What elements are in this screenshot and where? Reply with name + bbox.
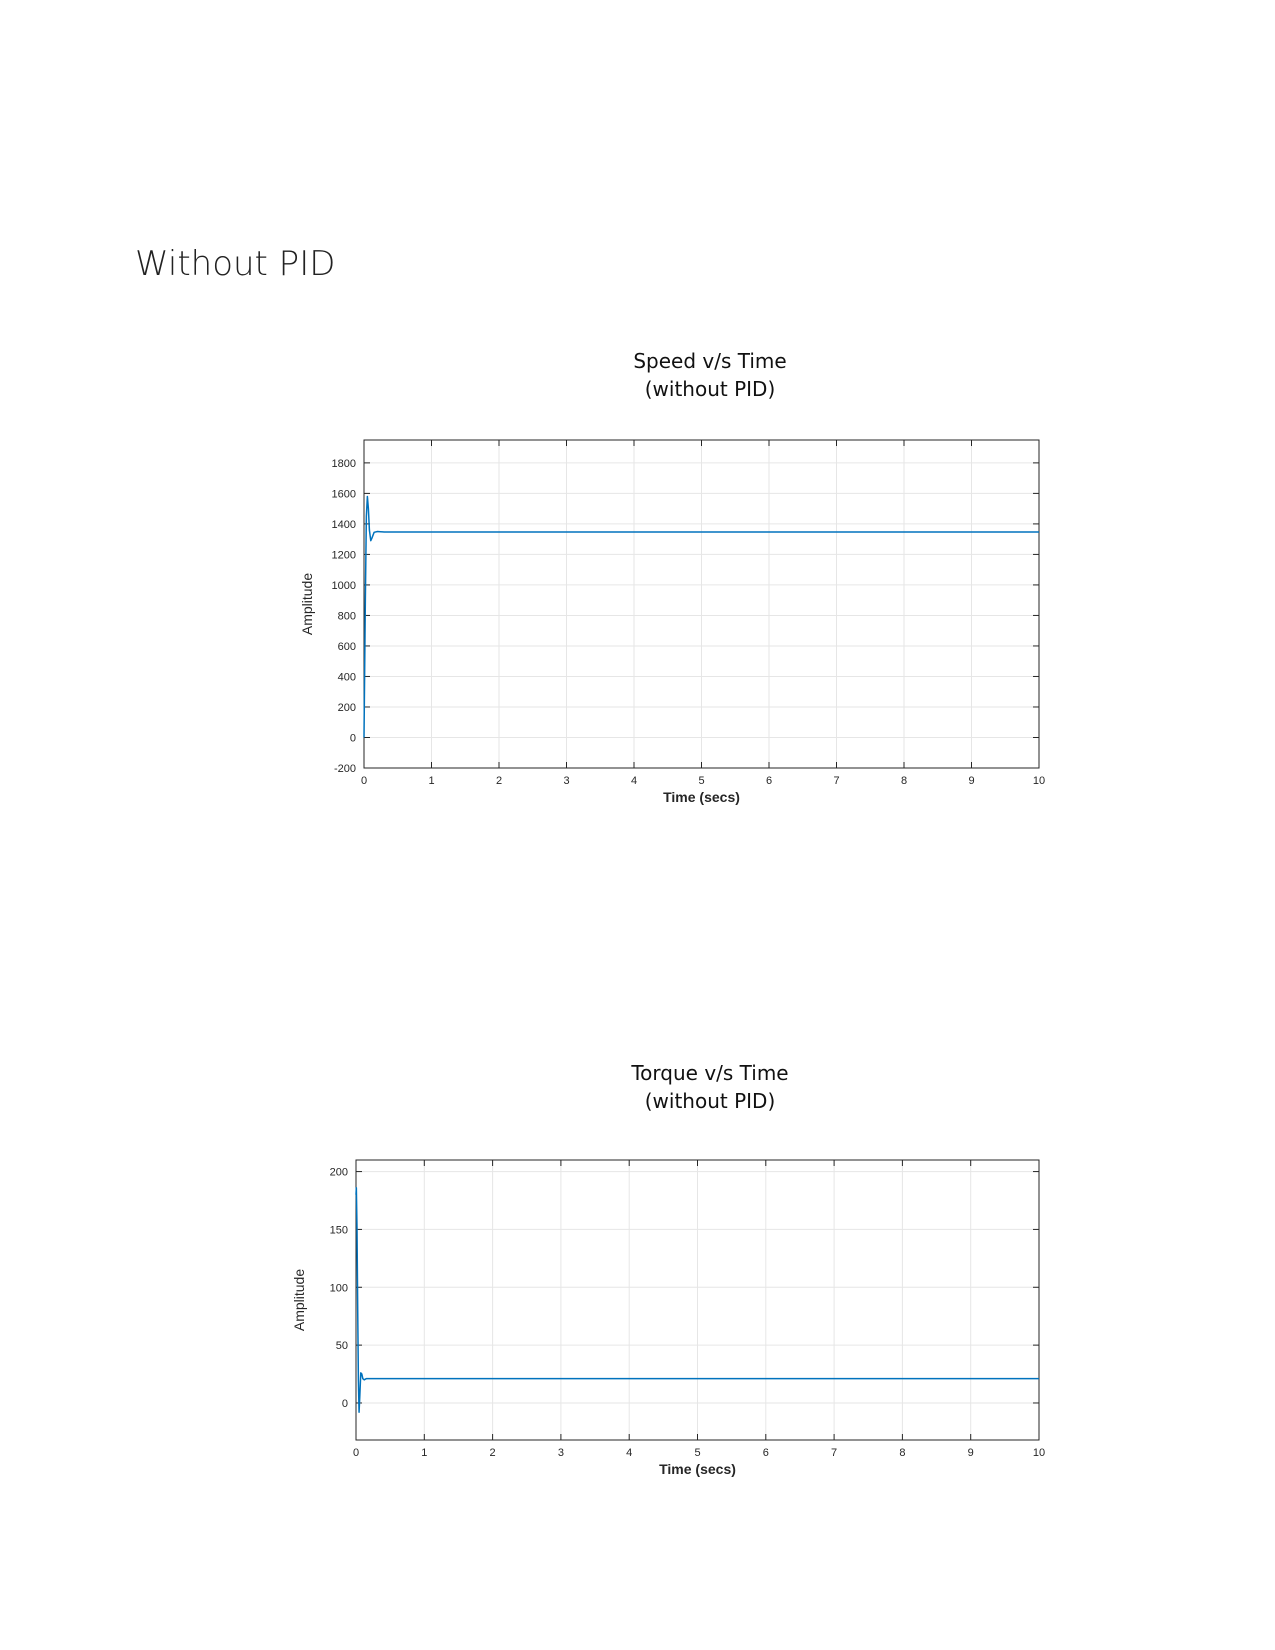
speed-x-tick-label: 3 — [563, 775, 569, 787]
torque-x-tick-label: 2 — [490, 1447, 496, 1459]
speed-x-tick-label: 10 — [1033, 775, 1045, 787]
speed-x-axis-label: Time (secs) — [663, 789, 740, 805]
torque-x-tick-label: 0 — [353, 1447, 359, 1459]
speed-x-tick-label: 7 — [833, 775, 839, 787]
torque-y-tick-label: 100 — [330, 1282, 348, 1294]
torque-x-tick-label: 8 — [899, 1447, 905, 1459]
torque-y-tick-label: 150 — [330, 1224, 348, 1236]
torque-y-tick-label: 50 — [336, 1340, 348, 1352]
speed-y-tick-label: 0 — [350, 732, 356, 744]
speed-chart-title: Speed v/s Time (without PID) — [530, 347, 890, 403]
torque-y-axis-label: Amplitude — [291, 1269, 307, 1331]
speed-x-tick-label: 0 — [361, 775, 367, 787]
speed-x-tick-label: 9 — [968, 775, 974, 787]
torque-x-tick-label: 7 — [831, 1447, 837, 1459]
speed-x-tick-label: 1 — [428, 775, 434, 787]
speed-y-axis-label: Amplitude — [299, 573, 315, 635]
speed-y-tick-label: 1200 — [332, 549, 356, 561]
speed-chart-title-text: Speed v/s Time — [633, 349, 787, 373]
speed-y-tick-label: 600 — [338, 641, 356, 653]
speed-chart-subtitle: (without PID) — [644, 377, 776, 401]
torque-grid — [355, 1160, 1040, 1440]
torque-chart-title: Torque v/s Time (without PID) — [530, 1059, 890, 1115]
torque-chart-title-text: Torque v/s Time — [631, 1061, 789, 1085]
torque-x-tick-label: 1 — [421, 1447, 427, 1459]
speed-y-tick-label: 1600 — [332, 488, 356, 500]
torque-y-tick-label: 0 — [342, 1398, 348, 1410]
page-heading: Without PID — [135, 244, 336, 284]
speed-grid — [363, 440, 1040, 769]
torque-x-tick-label: 5 — [694, 1447, 700, 1459]
speed-y-tick-label: 1800 — [332, 458, 356, 470]
torque-x-tick-label: 3 — [558, 1447, 564, 1459]
torque-series-line — [355, 1187, 1039, 1413]
speed-x-tick-label: 4 — [631, 775, 637, 787]
torque-y-tick-label: 200 — [330, 1167, 348, 1179]
torque-x-tick-label: 10 — [1033, 1447, 1045, 1459]
speed-series-line — [363, 495, 1039, 738]
torque-chart-subtitle: (without PID) — [644, 1089, 776, 1113]
speed-x-tick-label: 6 — [766, 775, 772, 787]
speed-y-tick-label: 400 — [338, 671, 356, 683]
speed-y-tick-label: 1400 — [332, 519, 356, 531]
torque-x-tick-label: 4 — [626, 1447, 632, 1459]
speed-x-tick-label: 2 — [496, 775, 502, 787]
speed-x-tick-label: 8 — [901, 775, 907, 787]
torque-x-tick-label: 6 — [763, 1447, 769, 1459]
speed-x-tick-label: 5 — [698, 775, 704, 787]
speed-y-tick-label: 200 — [338, 702, 356, 714]
speed-y-tick-label: -200 — [334, 763, 356, 775]
speed-y-tick-label: 1000 — [332, 580, 356, 592]
torque-x-axis-label: Time (secs) — [659, 1461, 736, 1477]
torque-x-tick-label: 9 — [968, 1447, 974, 1459]
speed-y-tick-label: 800 — [338, 610, 356, 622]
speed-chart: 0 1 2 3 4 5 6 7 8 9 10 -200 0 200 400 600 800 1000 1200 140… — [299, 439, 1045, 805]
